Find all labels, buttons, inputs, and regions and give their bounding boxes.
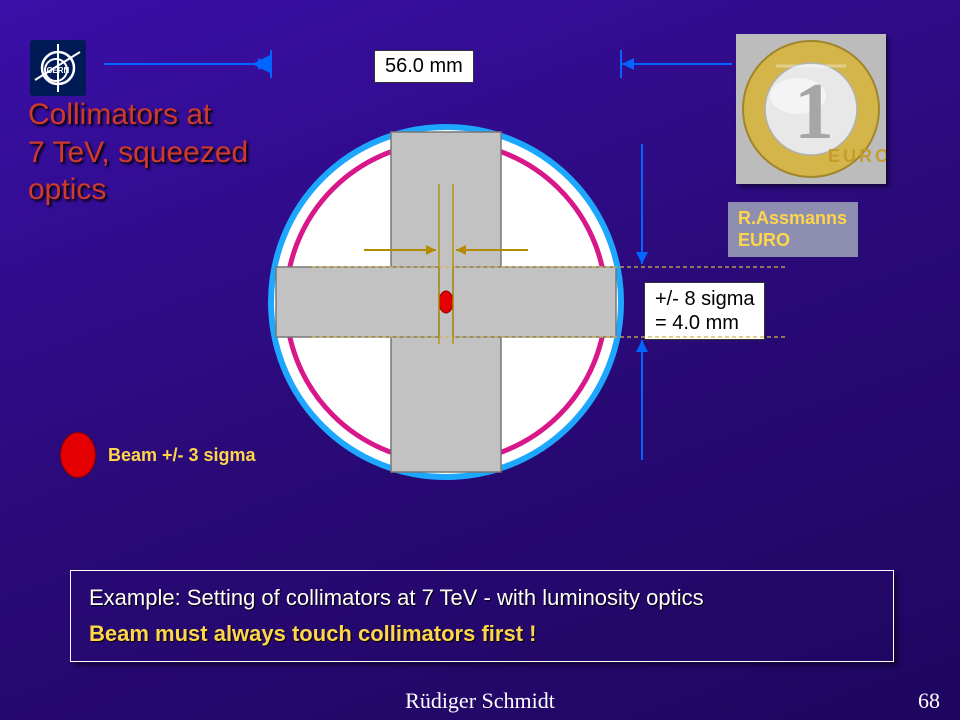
collimator-diagram <box>264 84 628 554</box>
footer-page: 68 <box>918 688 940 714</box>
footer-author: Rüdiger Schmidt <box>0 688 960 714</box>
bottom-caption-box: Example: Setting of collimators at 7 TeV… <box>70 570 894 662</box>
bottom-line2: Beam must always touch collimators first… <box>89 621 875 647</box>
svg-text:EURO: EURO <box>828 146 886 166</box>
bottom-line1: Example: Setting of collimators at 7 TeV… <box>89 585 875 611</box>
